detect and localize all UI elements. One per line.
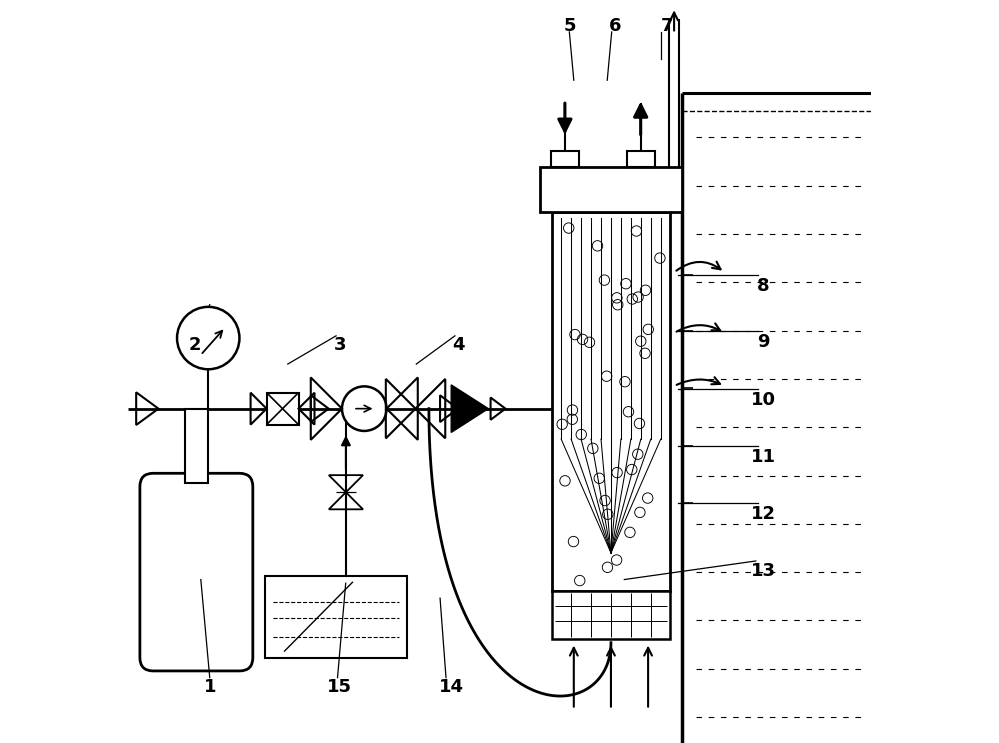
Text: 7: 7 [660,17,673,35]
Polygon shape [452,385,489,432]
Text: 14: 14 [439,678,464,696]
Text: 3: 3 [334,337,346,354]
Text: 1: 1 [204,678,216,696]
Bar [185,409,208,483]
Bar [540,167,681,212]
Bar [551,591,670,639]
Circle shape [177,307,240,369]
Text: 4: 4 [453,337,465,354]
Text: 12: 12 [751,505,776,523]
Bar [626,151,654,167]
Text: 5: 5 [563,17,576,35]
Text: 9: 9 [757,333,769,351]
Text: 2: 2 [189,337,201,354]
Bar [550,151,579,167]
Text: 11: 11 [751,448,776,466]
Bar [267,392,299,425]
Text: 13: 13 [751,562,776,580]
Text: 6: 6 [608,17,621,35]
FancyBboxPatch shape [140,473,253,671]
Bar [551,212,670,591]
Bar [266,576,407,658]
Text: 8: 8 [757,277,769,295]
Text: 10: 10 [751,391,776,409]
Circle shape [342,386,387,431]
Text: 15: 15 [328,678,353,696]
